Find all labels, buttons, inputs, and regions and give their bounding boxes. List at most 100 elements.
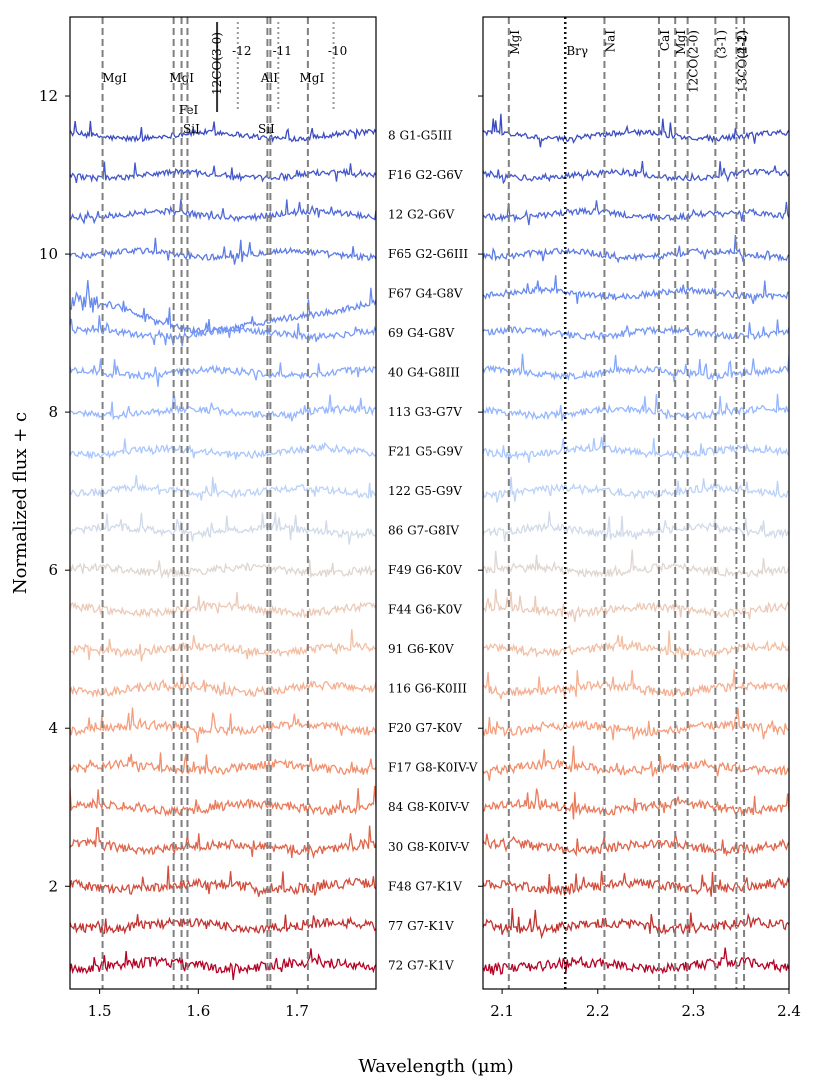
- feature-label: Brγ: [566, 44, 588, 58]
- spectrum-line: [70, 475, 376, 501]
- spectrum-line: [483, 871, 789, 897]
- series-label: F20 G7-K0V: [388, 721, 462, 735]
- series-label: 86 G7-G8IV: [388, 524, 459, 538]
- feature-label: MgI: [300, 71, 325, 85]
- y-axis-label: Normalized flux + c: [10, 412, 31, 594]
- spectrum-line: [483, 669, 789, 700]
- spectrum-line: [483, 511, 789, 542]
- spectrum-line: [70, 785, 376, 817]
- spectrum-line: [483, 630, 789, 660]
- series-label: 77 G7-K1V: [388, 919, 454, 933]
- series-label: 84 G8-K0IV-V: [388, 800, 469, 814]
- panel-frame: [69, 16, 377, 990]
- y-tick-label: 2: [48, 877, 58, 895]
- feature-label: AlI: [260, 71, 279, 85]
- spectrum-line: [483, 788, 789, 820]
- series-label: F65 G2-G6III: [388, 247, 468, 261]
- feature-label: MgI: [508, 30, 522, 55]
- feature-label: NaI: [603, 30, 617, 53]
- spectrum-line: [70, 559, 376, 580]
- series-label: 91 G6-K0V: [388, 642, 454, 656]
- spectrum-line: [70, 438, 376, 460]
- spectrum-line: [483, 393, 789, 421]
- spectrum-line: [70, 120, 376, 144]
- spectrum-line: [483, 113, 789, 148]
- spectrum-line: [70, 394, 376, 422]
- spectrum-line: [70, 358, 376, 387]
- spectrum-line: [483, 947, 789, 976]
- y-tick-label: 4: [48, 719, 58, 737]
- feature-label: MgI: [102, 71, 127, 85]
- feature-label: 13CO(2-1): [735, 30, 749, 93]
- series-label: 12 G2-G6V: [388, 208, 455, 222]
- feature-label: FeI: [179, 103, 199, 117]
- spectrum-line: [483, 707, 789, 741]
- chart-overlay: MgI MgI FeI SiI AlI SiI MgI 12CO(3-0) -12 -11 -10 1…: [39, 16, 801, 1020]
- spectrum-line: [70, 237, 376, 265]
- spectrum-line: [483, 353, 789, 383]
- series-label: F21 G5-G9V: [388, 445, 463, 459]
- spectrum-line: [483, 476, 789, 503]
- x-axis-label: Wavelength (µm): [358, 1056, 513, 1077]
- h-band-panel: [70, 120, 376, 980]
- y-tick-label: 10: [39, 245, 58, 263]
- spectrum-line: [70, 672, 376, 699]
- series-label: 72 G7-K1V: [388, 958, 454, 972]
- feature-label: SiI: [183, 122, 200, 136]
- series-label: F49 G6-K0V: [388, 563, 462, 577]
- x-tick-label: 1.5: [88, 1002, 112, 1020]
- series-label: 122 G5-G9V: [388, 484, 462, 498]
- spectrum-line: [70, 280, 376, 335]
- feature-label: 12CO(3-0): [210, 32, 224, 95]
- spectrum-line: [483, 745, 789, 781]
- spectrum-line: [70, 865, 376, 897]
- spectrum-line: [483, 907, 789, 940]
- spectrum-line: [483, 160, 789, 185]
- series-label: F16 G2-G6V: [388, 168, 463, 182]
- series-label: 40 G4-G8III: [388, 366, 460, 380]
- feature-label: -10: [328, 44, 347, 58]
- spectrum-line: [483, 200, 789, 226]
- y-tick-label: 12: [39, 87, 58, 105]
- spectrum-line: [483, 319, 789, 342]
- feature-label: (3-1): [714, 30, 728, 59]
- spectrum-line: [70, 591, 376, 619]
- spectrum-line: [483, 433, 789, 463]
- x-tick-label: 1.7: [285, 1002, 309, 1020]
- spectrum-line: [70, 628, 376, 662]
- series-label: F44 G6-K0V: [388, 603, 462, 617]
- series-label: 30 G8-K0IV-V: [388, 840, 469, 854]
- x-tick-label: 2.1: [490, 1002, 514, 1020]
- spectrum-line: [483, 549, 789, 579]
- feature-label: MgI: [674, 30, 688, 55]
- spectrum-line: [70, 199, 376, 225]
- spectrum-line: [483, 833, 789, 857]
- series-label: F17 G8-K0IV-V: [388, 761, 478, 775]
- x-tick-label: 2.3: [681, 1002, 705, 1020]
- series-label: 116 G6-K0III: [388, 682, 467, 696]
- x-tick-label: 1.6: [186, 1002, 210, 1020]
- panel-frame: [482, 16, 790, 990]
- spectrum-line: [70, 707, 376, 743]
- spectrum-line: [70, 315, 376, 347]
- series-label: F67 G4-G8V: [388, 287, 463, 301]
- series-label: 69 G4-G8V: [388, 326, 455, 340]
- spectrum-line: [70, 948, 376, 980]
- series-label: 8 G1-G5III: [388, 129, 452, 143]
- series-label: 113 G3-G7V: [388, 405, 462, 419]
- spectrum-line: [70, 825, 376, 860]
- spectrum-line: [483, 588, 789, 623]
- feature-label: -11: [273, 44, 292, 58]
- series-label: F48 G7-K1V: [388, 879, 462, 893]
- y-tick-label: 6: [48, 561, 58, 579]
- spectrum-line: [483, 275, 789, 304]
- y-tick-label: 8: [48, 403, 58, 421]
- spectrum-line: [70, 914, 376, 935]
- spectrum-line: [70, 161, 376, 184]
- feature-label: 12CO(2-0): [687, 30, 701, 93]
- spectrum-line: [483, 234, 789, 264]
- x-tick-label: 2.4: [777, 1002, 801, 1020]
- x-tick-label: 2.2: [586, 1002, 610, 1020]
- feature-label: SiI: [258, 122, 275, 136]
